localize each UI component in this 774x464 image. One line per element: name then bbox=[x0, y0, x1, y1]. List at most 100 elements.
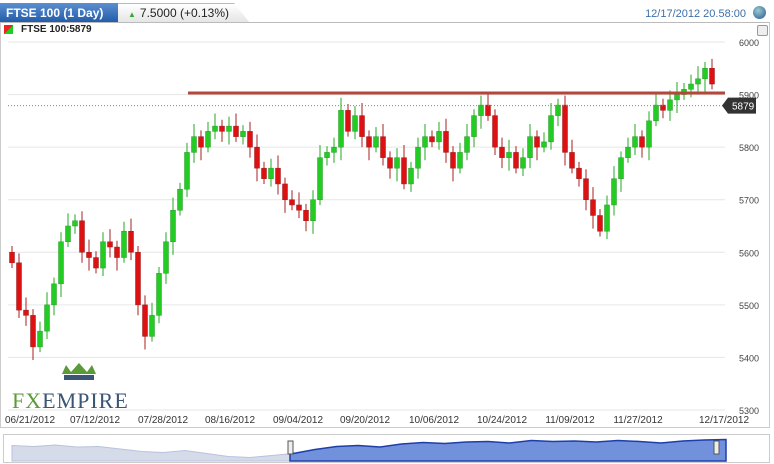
candle-body bbox=[380, 136, 386, 158]
x-tick-label: 07/28/2012 bbox=[138, 415, 188, 426]
chart-title-tab[interactable]: FTSE 100 (1 Day) bbox=[0, 3, 136, 23]
candle-body bbox=[338, 110, 344, 148]
candle-body bbox=[184, 152, 190, 190]
navigator-selected-area bbox=[289, 438, 727, 462]
candle-body bbox=[548, 115, 554, 143]
legend-label: FTSE 100:5879 bbox=[21, 24, 92, 35]
candle-body bbox=[100, 241, 106, 269]
candle-body bbox=[436, 131, 442, 143]
candle-body bbox=[709, 68, 715, 85]
navigator-handle[interactable] bbox=[287, 440, 294, 455]
candle-body bbox=[317, 157, 323, 200]
candle-body bbox=[569, 152, 575, 169]
candle-body bbox=[345, 110, 351, 132]
candle-body bbox=[485, 104, 491, 116]
candle-body bbox=[590, 199, 596, 216]
x-tick-label: 07/12/2012 bbox=[70, 415, 120, 426]
candle-body bbox=[233, 125, 239, 137]
navigator-chart[interactable] bbox=[4, 435, 769, 462]
candle-body bbox=[611, 178, 617, 206]
globe-icon[interactable] bbox=[753, 6, 766, 19]
up-triangle-icon: ▲ bbox=[128, 10, 136, 19]
x-tick-label: 09/20/2012 bbox=[340, 415, 390, 426]
fxempire-logo: FXEMPIRE bbox=[12, 388, 129, 413]
candle-body bbox=[65, 225, 71, 243]
candle-body bbox=[492, 115, 498, 148]
candle-body bbox=[695, 78, 701, 85]
candle-body bbox=[30, 315, 36, 348]
minimize-icon[interactable] bbox=[757, 25, 768, 36]
candle-body bbox=[310, 199, 316, 221]
candle-body bbox=[660, 104, 666, 111]
candle-body bbox=[457, 152, 463, 169]
candle-body bbox=[212, 125, 218, 132]
candle-body bbox=[114, 246, 120, 258]
legend: FTSE 100:5879 bbox=[4, 24, 92, 35]
candle-body bbox=[639, 136, 645, 148]
candle-body bbox=[58, 241, 64, 285]
last-price-badge bbox=[722, 97, 756, 114]
y-tick-label: 5400 bbox=[739, 353, 759, 363]
candle-body bbox=[324, 152, 330, 158]
series-color-icon bbox=[4, 25, 13, 34]
candle-body bbox=[625, 146, 631, 158]
y-tick-label: 5300 bbox=[739, 406, 759, 416]
candle-body bbox=[366, 136, 372, 148]
candle-body bbox=[219, 125, 225, 132]
candle-body bbox=[702, 68, 708, 80]
candle-body bbox=[205, 131, 211, 148]
candle-body bbox=[177, 188, 183, 211]
y-tick-label: 5600 bbox=[739, 248, 759, 258]
x-tick-label: 10/24/2012 bbox=[477, 415, 527, 426]
x-tick-label: 09/04/2012 bbox=[273, 415, 323, 426]
candle-body bbox=[191, 136, 197, 153]
candle-body bbox=[422, 136, 428, 148]
candle-body bbox=[352, 115, 358, 132]
candle-body bbox=[331, 146, 337, 153]
crown-logo-icon bbox=[62, 363, 96, 380]
candle-body bbox=[163, 241, 169, 274]
candle-body bbox=[674, 94, 680, 101]
candle-body bbox=[282, 183, 288, 200]
candle-body bbox=[296, 204, 302, 211]
x-tick-label: 06/21/2012 bbox=[5, 415, 55, 426]
candle-body bbox=[44, 304, 50, 332]
candle-body bbox=[576, 167, 582, 179]
candle-body bbox=[107, 241, 113, 248]
candle-body bbox=[72, 220, 78, 227]
candle-body bbox=[688, 83, 694, 90]
candle-body bbox=[373, 136, 379, 148]
candle-body bbox=[226, 125, 232, 132]
x-tick-label: 11/27/2012 bbox=[613, 415, 663, 426]
change-value: 7.5000 (+0.13%) bbox=[139, 6, 229, 20]
candle-body bbox=[464, 136, 470, 153]
candle-body bbox=[37, 330, 43, 348]
candle-body bbox=[275, 167, 281, 185]
candle-body bbox=[506, 152, 512, 158]
navigator-handle[interactable] bbox=[713, 440, 720, 455]
change-tab: ▲ 7.5000 (+0.13%) bbox=[118, 3, 250, 23]
candle-body bbox=[240, 131, 246, 137]
candle-body bbox=[520, 157, 526, 169]
candle-body bbox=[359, 115, 365, 137]
candle-body bbox=[254, 146, 260, 169]
candle-body bbox=[156, 273, 162, 316]
chart-frame bbox=[0, 22, 770, 428]
candle-body bbox=[149, 315, 155, 337]
candle-body bbox=[51, 283, 57, 306]
candle-body bbox=[261, 167, 267, 179]
candle-body bbox=[604, 204, 610, 232]
candle-body bbox=[415, 146, 421, 169]
candlestick-chart[interactable]: 6000 5900 5800 5700 5600 5500 5400 5300 5879 06/2… bbox=[0, 0, 774, 434]
candle-body bbox=[128, 231, 134, 253]
last-price-label: 5879 bbox=[732, 102, 755, 113]
candle-body bbox=[632, 136, 638, 148]
candle-body bbox=[198, 136, 204, 148]
timestamp: 12/17/2012 20.58:00 bbox=[645, 8, 746, 20]
candle-body bbox=[597, 215, 603, 232]
candle-body bbox=[23, 309, 29, 316]
candle-body bbox=[471, 115, 477, 137]
candle-body bbox=[170, 209, 176, 243]
candle-body bbox=[121, 231, 127, 258]
navigator[interactable] bbox=[3, 434, 770, 463]
